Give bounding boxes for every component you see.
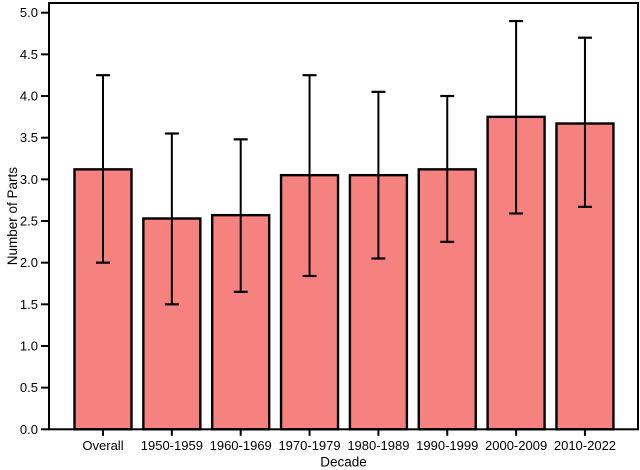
y-axis-title: Number of Parts (5, 167, 20, 266)
y-tick-label-2.0: 2.0 (20, 255, 38, 270)
y-tick-label-5.0: 5.0 (20, 5, 38, 20)
x-tick-label-1980-1989: 1980-1989 (347, 438, 409, 453)
x-tick-label-1970-1979: 1970-1979 (278, 438, 340, 453)
x-tick-label-1960-1969: 1960-1969 (210, 438, 272, 453)
y-tick-label-4.0: 4.0 (20, 89, 38, 104)
x-tick-label-overall: Overall (82, 438, 123, 453)
x-tick-label-1950-1959: 1950-1959 (141, 438, 203, 453)
y-tick-label-3.0: 3.0 (20, 172, 38, 187)
x-axis-title: Decade (320, 455, 367, 470)
x-tick-label-2010-2022: 2010-2022 (554, 438, 616, 453)
x-tick-label-1990-1999: 1990-1999 (416, 438, 478, 453)
y-tick-label-0.0: 0.0 (20, 422, 38, 437)
y-tick-label-0.5: 0.5 (20, 380, 38, 395)
y-tick-label-4.5: 4.5 (20, 47, 38, 62)
x-tick-label-2000-2009: 2000-2009 (485, 438, 547, 453)
y-tick-label-3.5: 3.5 (20, 130, 38, 145)
y-tick-label-2.5: 2.5 (20, 214, 38, 229)
y-tick-label-1.5: 1.5 (20, 297, 38, 312)
bar-1970-1979 (279, 173, 340, 431)
plot-frame (48, 2, 639, 431)
y-tick-label-1.0: 1.0 (20, 338, 38, 353)
